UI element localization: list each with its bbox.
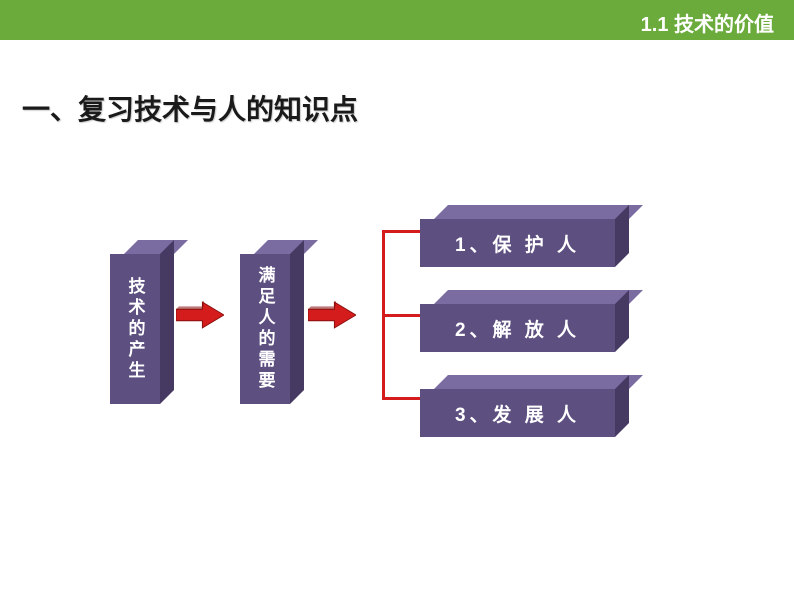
block-liberate-label: 2、解 放 人 bbox=[455, 315, 580, 342]
bracket-mid-line bbox=[382, 314, 420, 317]
page-title: 一、复习技术与人的知识点 bbox=[22, 88, 358, 128]
header-bar: 1.1 技术的价值 bbox=[0, 0, 794, 40]
block-satisfy-needs: 满足人的需要 bbox=[240, 240, 304, 404]
block-tech-origin: 技术的产生 bbox=[110, 240, 174, 404]
block-develop: 3、发 展 人 bbox=[420, 375, 629, 437]
block-satisfy-needs-label: 满足人的需要 bbox=[253, 266, 278, 392]
block-develop-label: 3、发 展 人 bbox=[455, 400, 580, 427]
block-tech-origin-label: 技术的产生 bbox=[123, 277, 148, 382]
arrow-2 bbox=[308, 300, 356, 330]
block-protect-label: 1、保 护 人 bbox=[455, 230, 580, 257]
block-liberate: 2、解 放 人 bbox=[420, 290, 629, 352]
diagram-container: 技术的产生 满足人的需要 1、保 护 人 2、解 放 人 3、发 展 人 bbox=[100, 200, 720, 430]
header-title: 1.1 技术的价值 bbox=[641, 8, 774, 37]
block-protect: 1、保 护 人 bbox=[420, 205, 629, 267]
arrow-1 bbox=[176, 300, 224, 330]
